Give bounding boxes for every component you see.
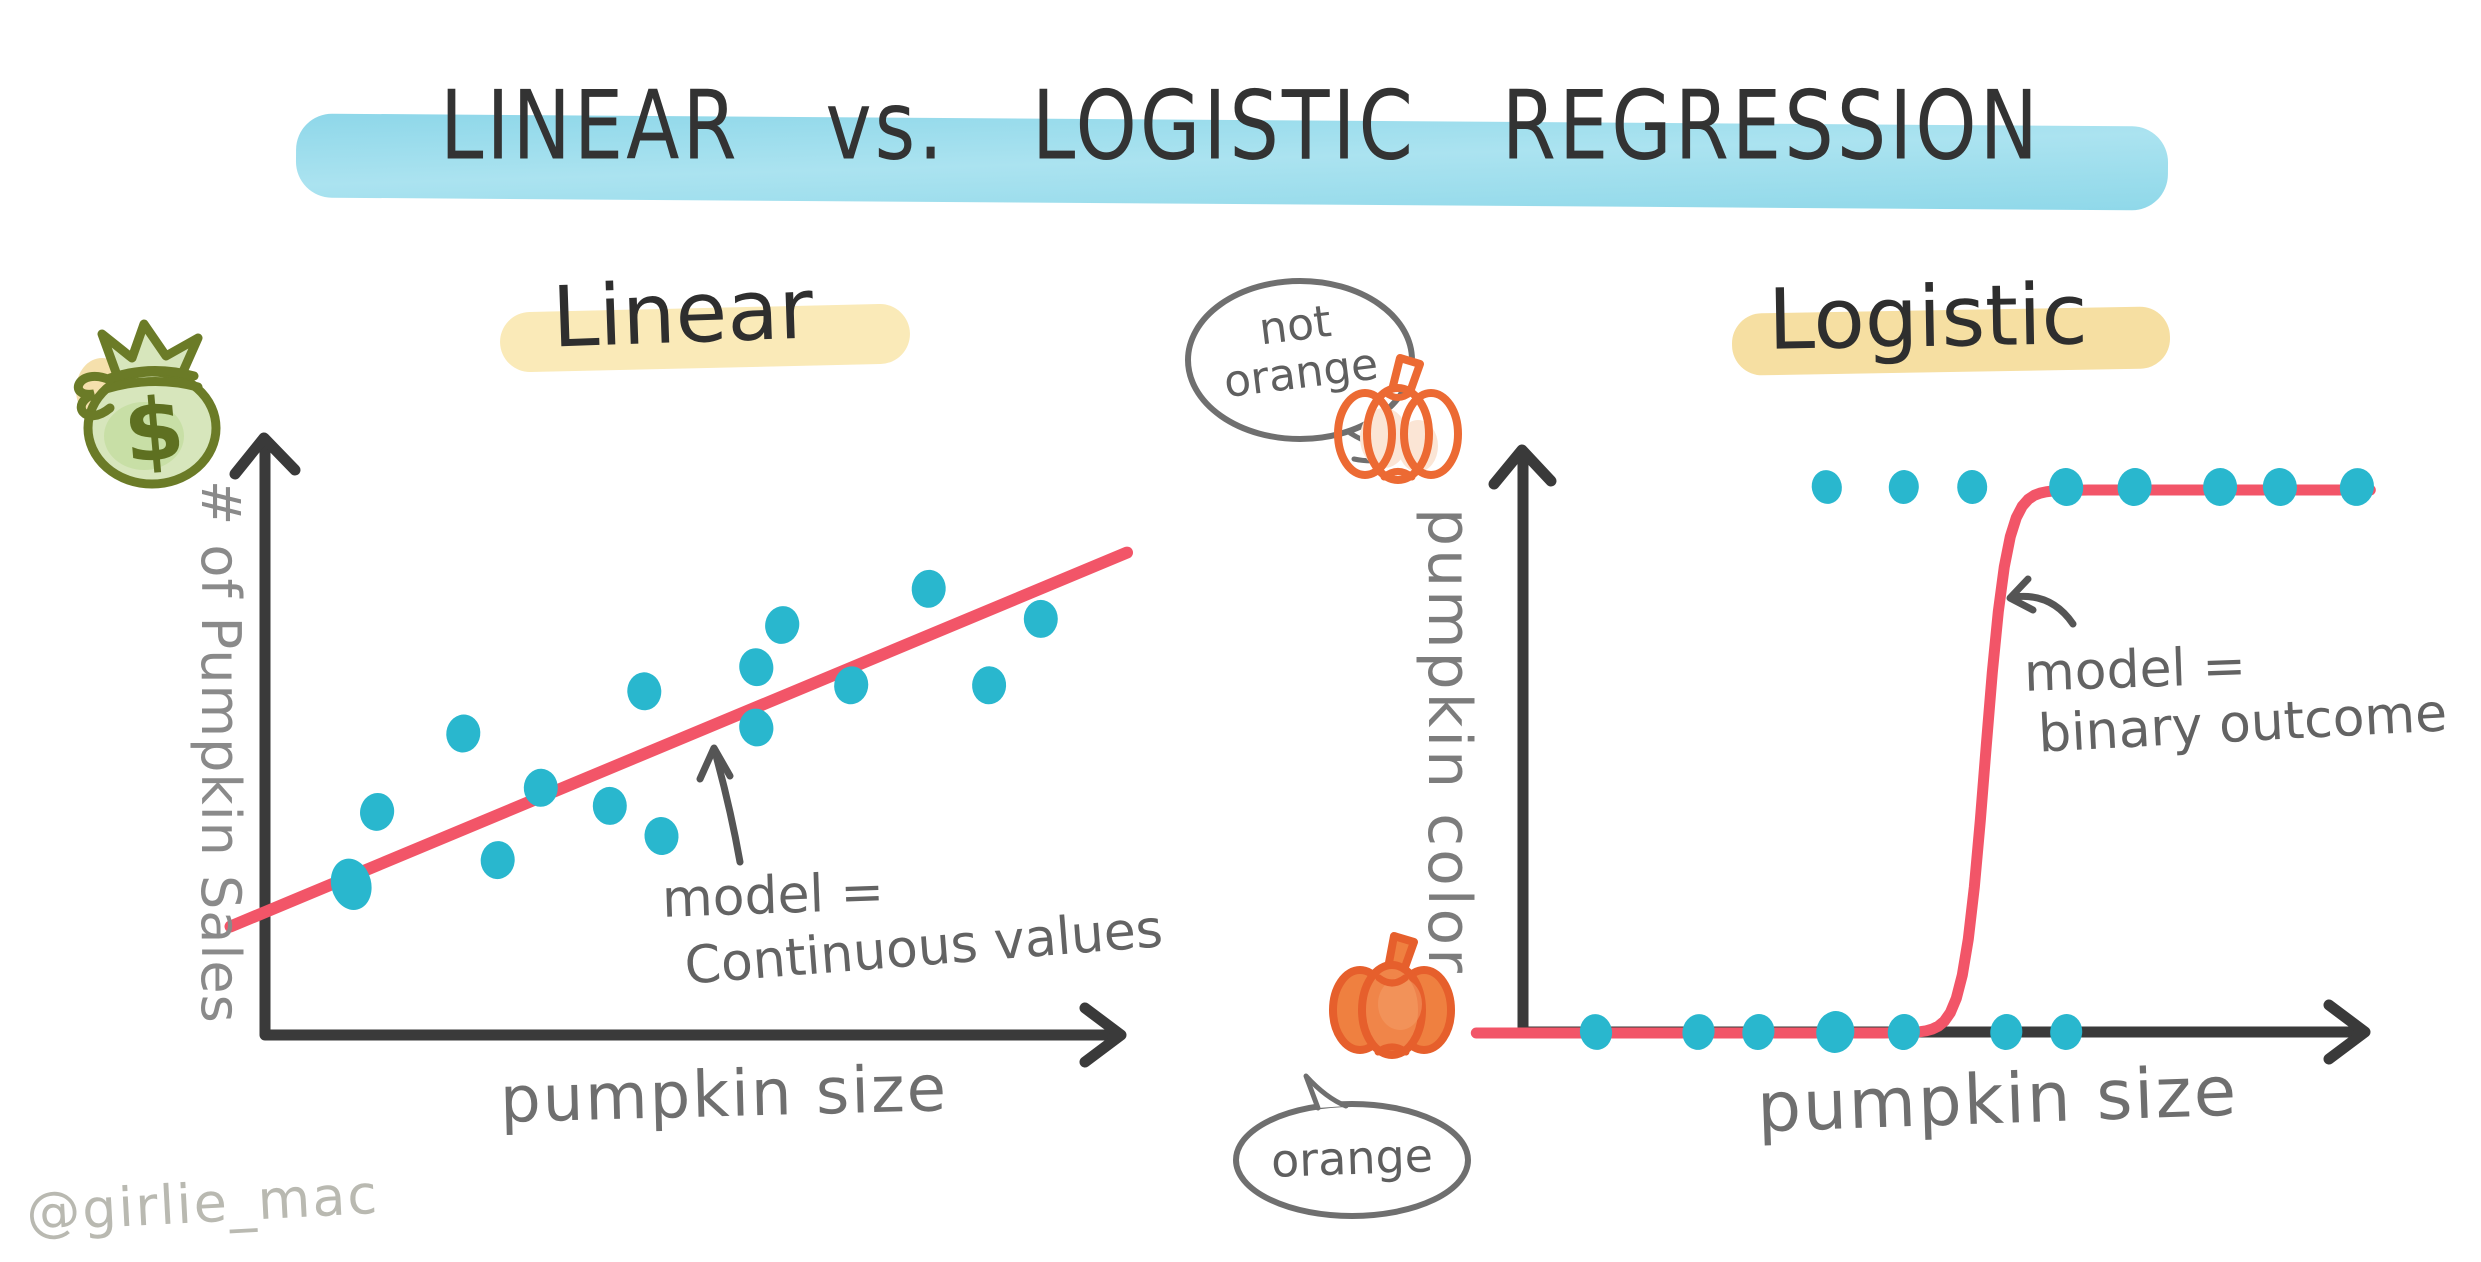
logistic-x-axis-label: pumpkin size — [1755, 1051, 2240, 1149]
linear-y-axis-label: # of Pumpkin Sales — [189, 480, 252, 1024]
linear-x-axis-label: pumpkin size — [499, 1052, 949, 1138]
watermark: @girlie_mac — [24, 1162, 381, 1245]
logistic-heading: Logistic — [1767, 265, 2089, 369]
linear-heading: Linear — [550, 259, 815, 367]
page-title: LINEAR vs. LOGISTIC REGRESSION — [440, 72, 2041, 182]
logistic-y-axis-label: pumpkin color — [1414, 508, 1484, 976]
linear-annotation-line1: model = — [661, 862, 885, 930]
logistic-annotation-line1: model = — [2023, 636, 2247, 704]
not-orange-bubble-label: not orange — [1220, 295, 1381, 408]
orange-bubble-label: orange — [1270, 1128, 1434, 1188]
